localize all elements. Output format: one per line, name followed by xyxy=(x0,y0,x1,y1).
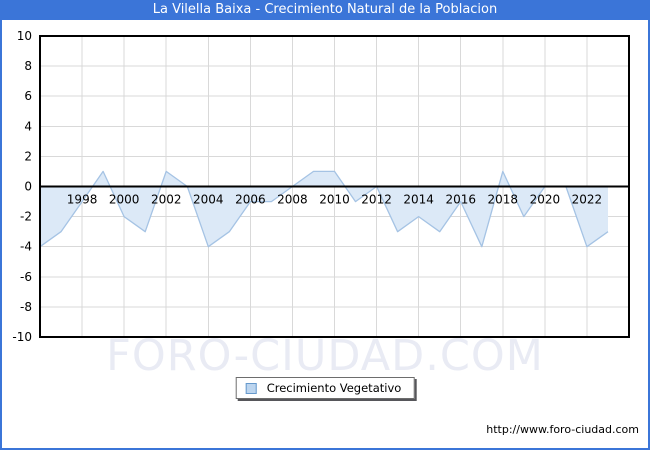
x-tick-label: 2016 xyxy=(445,193,476,207)
y-tick-label: -10 xyxy=(12,330,32,344)
x-tick-label: 2000 xyxy=(109,193,140,207)
y-tick-label: 6 xyxy=(24,89,32,103)
y-tick-label: -4 xyxy=(20,240,32,254)
y-tick-label: 2 xyxy=(24,149,32,163)
x-tick-label: 2022 xyxy=(572,193,603,207)
x-tick-label: 2012 xyxy=(361,193,392,207)
y-tick-label: -2 xyxy=(20,210,32,224)
x-tick-label: 2006 xyxy=(235,193,266,207)
y-tick-label: 0 xyxy=(24,180,32,194)
series-area xyxy=(40,171,608,247)
x-tick-label: 2008 xyxy=(277,193,308,207)
x-tick-label: 2018 xyxy=(488,193,519,207)
plot-border xyxy=(39,35,630,338)
series-line xyxy=(39,170,609,248)
y-tick-label: -8 xyxy=(20,300,32,314)
y-tick-label: -6 xyxy=(20,270,32,284)
legend-label: Crecimiento Vegetativo xyxy=(266,381,402,395)
chart-title: La Vilella Baixa - Crecimiento Natural d… xyxy=(0,0,650,20)
y-tick-label: 4 xyxy=(24,119,32,133)
legend-swatch-icon xyxy=(245,382,257,394)
y-tick-label: 8 xyxy=(24,59,32,73)
x-tick-label: 2014 xyxy=(403,193,434,207)
x-tick-label: 1998 xyxy=(67,193,98,207)
x-tick-label: 2020 xyxy=(530,193,561,207)
x-tick-label: 2002 xyxy=(151,193,182,207)
x-tick-label: 2004 xyxy=(193,193,224,207)
y-tick-label: 10 xyxy=(17,29,32,43)
x-tick-label: 2010 xyxy=(319,193,350,207)
legend: Crecimiento Vegetativo xyxy=(235,377,415,399)
footer-url[interactable]: http://www.foro-ciudad.com xyxy=(486,423,639,436)
